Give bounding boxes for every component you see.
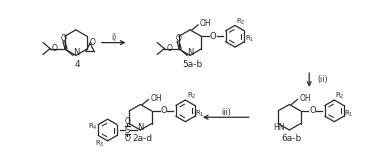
Text: iii): iii) [221,108,230,117]
Text: O: O [160,106,167,115]
Text: R$_1$: R$_1$ [345,109,354,119]
Text: O: O [175,34,181,43]
Text: OH: OH [150,94,162,103]
Text: R$_3$: R$_3$ [95,139,105,149]
Text: R$_1$: R$_1$ [196,109,205,119]
Text: 2a-d: 2a-d [132,134,152,143]
Text: R$_1$: R$_1$ [245,34,255,44]
Text: O: O [125,134,131,143]
Text: R$_4$: R$_4$ [88,122,98,132]
Text: R$_2$: R$_2$ [336,91,345,101]
Text: HN: HN [273,123,284,132]
Text: (ii): (ii) [317,75,328,84]
Text: OH: OH [299,94,311,103]
Text: O: O [309,106,316,115]
Text: O: O [90,38,96,47]
Text: 5a-b: 5a-b [182,60,202,69]
Text: O: O [61,34,67,43]
Text: O: O [210,32,216,41]
Text: 4: 4 [75,60,81,69]
Text: N: N [73,48,79,57]
Text: i): i) [111,33,116,42]
Text: O: O [125,117,131,126]
Text: OH: OH [200,19,212,28]
Text: S: S [125,125,130,134]
Text: O: O [52,44,58,53]
Text: O: O [166,44,172,53]
Text: N: N [137,123,143,132]
Text: N: N [187,48,193,57]
Text: R$_2$: R$_2$ [236,16,246,27]
Text: R$_2$: R$_2$ [187,91,196,101]
Text: 6a-b: 6a-b [281,134,301,143]
